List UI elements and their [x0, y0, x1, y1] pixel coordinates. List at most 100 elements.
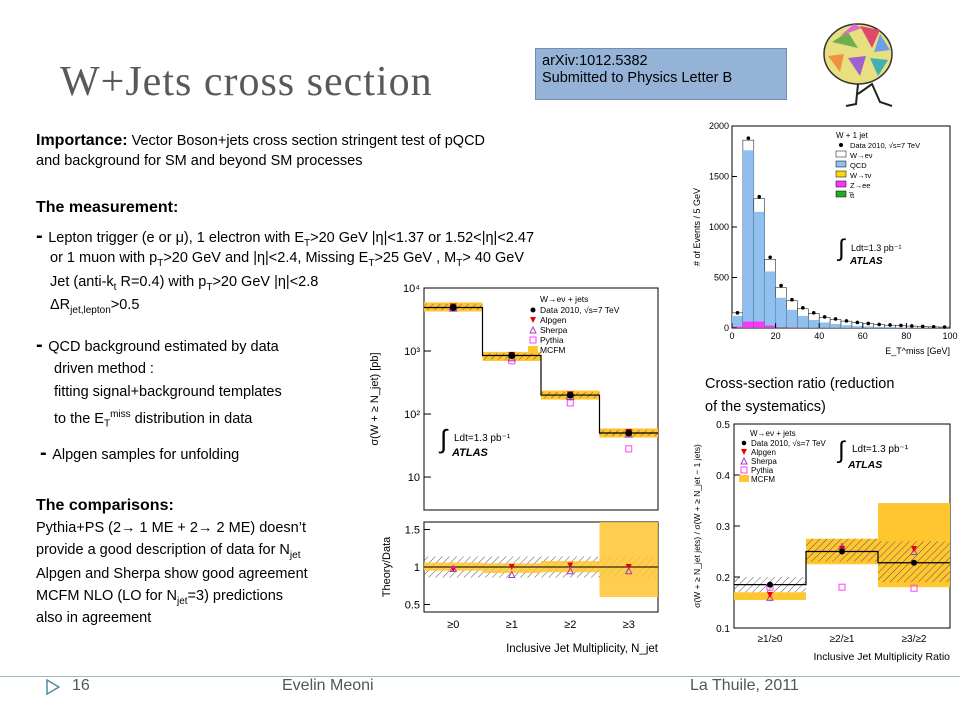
x-tick-label: ≥1/≥0	[758, 634, 783, 645]
legend-label: Alpgen	[540, 315, 567, 325]
reference-arxiv: arXiv:1012.5382	[542, 53, 648, 69]
legend-label: QCD	[850, 161, 867, 170]
importance-label: Importance:	[36, 132, 128, 149]
y-tick-label: 0.3	[716, 522, 730, 533]
comparisons-line3: Alpgen and Sherpa show good agreement	[36, 566, 308, 582]
legend-marker	[530, 307, 536, 313]
measurement-line1: - Lepton trigger (e or μ), 1 electron wi…	[36, 225, 535, 249]
met-bar-qcd	[819, 322, 831, 328]
met-bar-qcd	[884, 327, 896, 328]
footer-venue: La Thuile, 2011	[690, 677, 799, 694]
legend-swatch	[835, 160, 847, 168]
atlas-label: ATLAS	[451, 447, 489, 459]
alpgen-marker	[911, 545, 917, 552]
ratio-mcfm-band	[599, 522, 658, 597]
legend-marker	[528, 346, 538, 353]
met-data-point	[746, 136, 751, 140]
qcd-line4: to the ETmiss distribution in data	[54, 409, 253, 430]
y-tick-label: 0.5	[716, 420, 730, 431]
y-tick-label: 0.4	[716, 471, 730, 482]
legend-marker	[740, 466, 748, 474]
y-axis-label: # of Events / 5 GeV	[692, 188, 702, 266]
reference-box: arXiv:1012.5382 Submitted to Physics Let…	[535, 48, 787, 100]
met-bar-qcd	[786, 309, 798, 328]
ratio-sherpa-marker	[449, 564, 458, 572]
x-axis-label: E_T^miss [GeV]	[885, 346, 950, 356]
ratio-sherpa-marker	[624, 566, 633, 575]
legend-marker	[529, 336, 537, 344]
y-tick-label: 10²	[404, 409, 420, 421]
qcd-line3: fitting signal+background templates	[54, 384, 282, 400]
legend-label: Pythia	[751, 466, 774, 475]
integral-sign: ∫	[836, 437, 846, 464]
legend-marker	[740, 456, 748, 465]
ratio-sherpa-marker	[507, 570, 516, 578]
data-point	[767, 581, 773, 588]
met-bar-qcd	[775, 297, 787, 328]
conference-logo	[823, 23, 893, 107]
met-data-point	[844, 319, 849, 323]
met-bar-qcd	[753, 211, 765, 328]
measurement-line4: ΔRjet,lepton>0.5	[50, 297, 140, 316]
legend-swatch	[835, 150, 847, 158]
met-bar-qcd	[808, 319, 820, 328]
data-point	[625, 429, 633, 437]
alpgen-line: - Alpgen samples for unfolding	[40, 442, 240, 464]
legend-swatch	[835, 190, 847, 198]
legend-label: Data 2010, √s=7 TeV	[850, 141, 920, 150]
x-tick-label: ≥0	[447, 619, 459, 631]
x-tick-label: 80	[901, 331, 911, 341]
met-bar-qcd	[841, 325, 852, 328]
x-axis-label: Inclusive Jet Multiplicity Ratio	[813, 651, 950, 663]
met-bar-zee	[753, 321, 765, 328]
chart-title: W + 1 jet	[836, 131, 869, 140]
met-bar-qcd	[764, 271, 776, 328]
legend-label: W→τν	[850, 171, 872, 180]
page-number: 16	[72, 677, 90, 694]
legend-swatch	[835, 170, 847, 178]
measurement-line2: or 1 muon with pT>20 GeV and |η|<2.4, Mi…	[50, 250, 525, 269]
x-tick-label: ≥2/≥1	[830, 634, 855, 645]
legend-marker	[839, 143, 843, 147]
data-point	[911, 559, 917, 566]
alpgen-marker	[767, 591, 773, 598]
footer-author: Evelin Meoni	[282, 677, 374, 694]
importance-line2: and background for SM and beyond SM proc…	[36, 153, 363, 169]
slide-title: W+Jets cross section	[60, 59, 433, 105]
met-data-point	[779, 283, 783, 288]
comparisons-line4: MCFM NLO (LO for Njet=3) predictions	[36, 588, 284, 607]
reference-journal: Submitted to Physics Letter B	[542, 70, 733, 86]
met-bar-qcd	[862, 326, 874, 328]
x-axis-label: Inclusive Jet Multiplicity, N_jet	[506, 643, 659, 655]
y-tick-label: 1500	[709, 172, 729, 182]
met-bar-qcd	[732, 315, 743, 328]
met-bar-qcd	[873, 326, 885, 328]
met-bar-qcd	[895, 327, 907, 328]
ratio-y-tick-label: 0.5	[405, 600, 420, 612]
met-data-point	[910, 324, 914, 328]
met-bar-qcd	[742, 150, 754, 328]
ratio-y-tick-label: 1	[414, 562, 420, 574]
x-tick-label: 20	[771, 331, 781, 341]
legend-title: W→eν + jets	[750, 429, 796, 438]
legend-marker	[530, 317, 536, 323]
ratio-alpgen-marker	[508, 564, 515, 570]
met-bar-zee	[732, 326, 743, 328]
y-tick-label: 1000	[709, 222, 729, 232]
y-tick-label: 10	[408, 472, 420, 484]
y-tick-label: 2000	[709, 121, 729, 131]
cross-section-chart: 10 10² 10³ 10⁴ σ(W + ≥ N_jet) [pb] W→eν + jet…	[369, 283, 659, 655]
measurement-line3: Jet (anti-kt R=0.4) with pT>20 GeV |η|<2…	[50, 274, 319, 293]
legend-label: Alpgen	[751, 448, 776, 457]
legend-label: Data 2010, √s=7 TeV	[751, 439, 826, 448]
legend-marker	[529, 325, 537, 334]
integral-sign: ∫	[836, 235, 846, 262]
legend-title: W→eν + jets	[540, 294, 588, 304]
x-tick-label: 40	[814, 331, 824, 341]
ratio-alpgen-marker	[567, 562, 574, 569]
legend-label: Z→ee	[850, 181, 870, 190]
x-tick-label: ≥3	[623, 619, 635, 631]
met-data-point	[877, 322, 881, 327]
legend-marker	[741, 449, 747, 455]
comparisons-label: The comparisons:	[36, 497, 174, 514]
